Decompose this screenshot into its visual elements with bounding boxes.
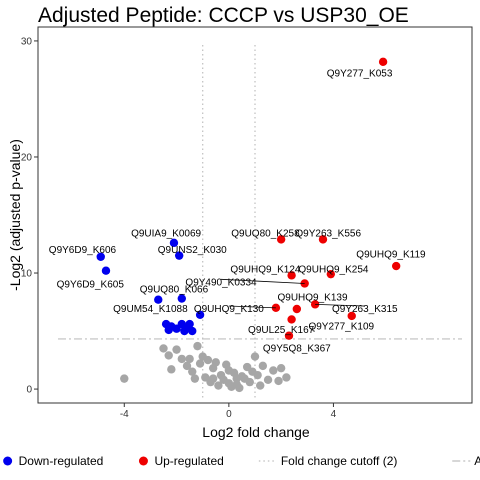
- no_variation-point: [164, 351, 173, 360]
- no_variation-point: [250, 352, 260, 361]
- y-tick-label: 10: [21, 269, 33, 280]
- no_variation-point: [182, 361, 192, 371]
- down-point: [101, 266, 111, 275]
- legend-label-pval: Adj p-value cutoff (0.05): [474, 454, 480, 468]
- point-label: Q9UIA9_K0069: [131, 229, 201, 240]
- no_variation-point: [167, 365, 176, 374]
- legend-swatch-down: [3, 456, 13, 466]
- point-label: Q9UNS2_K030: [158, 245, 227, 256]
- legend-swatch-up: [138, 456, 148, 466]
- no_variation-point: [245, 377, 254, 387]
- point-label: Q9UQ80_K258: [231, 229, 300, 240]
- down-point: [96, 252, 105, 261]
- label-connector: [315, 303, 365, 307]
- no_variation-point: [120, 374, 129, 383]
- down-point: [185, 319, 194, 329]
- up-point: [318, 235, 328, 244]
- down-point: [154, 295, 163, 304]
- point-label: Q9Y277_K109: [308, 321, 374, 332]
- point-label: Q9UHQ9_K254: [298, 265, 368, 276]
- point-label: Q9Y490_K0334: [185, 277, 257, 288]
- up-point: [326, 269, 336, 279]
- y-axis-title: -Log2 (adjusted p-value): [7, 139, 23, 291]
- point-label: Q9UL25_K167: [248, 325, 315, 336]
- no_variation-point: [159, 344, 168, 353]
- up-point: [347, 311, 356, 321]
- legend: No variationDown-regulatedUp-regulatedFo…: [3, 454, 480, 468]
- no_variation-point: [256, 381, 265, 390]
- point-label: Q9Y6D9_K606: [49, 245, 117, 256]
- down-point: [164, 325, 173, 335]
- x-tick-label: 0: [226, 409, 232, 420]
- no_variation-point: [188, 367, 197, 376]
- x-tick-label: -4: [120, 409, 129, 420]
- up-point: [292, 304, 302, 314]
- y-tick-label: 30: [21, 36, 33, 47]
- down-point: [195, 310, 205, 320]
- label-connector: [220, 278, 305, 284]
- data-points: [96, 57, 401, 393]
- point-label: Q9UHQ9_K130: [194, 304, 264, 315]
- no_variation-point: [193, 341, 202, 351]
- legend-label-fc: Fold change cutoff (2): [281, 454, 398, 468]
- no_variation-point: [274, 376, 283, 386]
- up-point: [391, 261, 401, 271]
- point-label: Q9Y6D9_K605: [57, 280, 125, 291]
- point-label: Q9UHQ9_K119: [356, 249, 426, 260]
- up-point: [284, 331, 294, 340]
- y-tick-label: 0: [26, 385, 32, 396]
- no_variation-point: [235, 383, 244, 393]
- no_variation-point: [195, 359, 205, 368]
- down-point: [180, 326, 189, 336]
- no_variation-point: [224, 366, 234, 375]
- no_variation-point: [232, 374, 241, 383]
- legend-items: No variationDown-regulatedUp-regulatedFo…: [3, 454, 480, 468]
- axis-ticks: -4 0 4 0 10 20 30: [21, 36, 337, 420]
- no_variation-point: [248, 367, 257, 376]
- no_variation-point: [214, 381, 223, 390]
- no_variation-point: [282, 373, 291, 382]
- no_variation-point: [203, 355, 213, 365]
- up-point: [310, 300, 320, 309]
- down-point: [169, 238, 179, 248]
- down-point: [188, 326, 197, 336]
- up-point: [287, 271, 296, 280]
- no_variation-point: [190, 374, 200, 383]
- no_variation-point: [177, 354, 186, 364]
- legend-label-down: Down-regulated: [19, 454, 104, 468]
- no_variation-point: [276, 363, 286, 373]
- x-axis-title: Log2 fold change: [202, 424, 310, 440]
- no_variation-point: [185, 354, 194, 364]
- down-point: [177, 294, 186, 303]
- point-label: Q9UHQ9_K124: [230, 265, 300, 276]
- no_variation-point: [269, 366, 278, 375]
- point-label: Q9Y5Q8_K367: [263, 343, 331, 354]
- point-label: Q9Y263_K315: [332, 304, 398, 315]
- cutoff-lines: [58, 45, 462, 399]
- no_variation-point: [211, 358, 220, 367]
- point-label: Q9Y277_K053: [327, 68, 393, 79]
- x-tick-label: 4: [331, 409, 337, 420]
- up-point: [287, 315, 296, 324]
- plot-panel-border: [37, 26, 473, 404]
- y-tick-label: 20: [21, 152, 33, 163]
- no_variation-point: [258, 361, 268, 371]
- legend-label-up: Up-regulated: [154, 454, 223, 468]
- down-point: [174, 251, 184, 260]
- point-label: Q9UHQ9_K139: [277, 292, 347, 303]
- no_variation-point: [263, 375, 273, 384]
- chart-title: Adjusted Peptide: CCCP vs USP30_OE: [38, 4, 409, 27]
- no_variation-point: [172, 345, 181, 354]
- point-label: Q9Y263_K556: [295, 229, 361, 240]
- no_variation-point: [208, 374, 218, 383]
- label-connector: [228, 305, 276, 309]
- up-point: [276, 235, 286, 244]
- point-label: Q9UM54_K1088: [113, 304, 188, 315]
- point-label: Q9UQ80_K066: [140, 284, 209, 295]
- up-point: [378, 57, 388, 67]
